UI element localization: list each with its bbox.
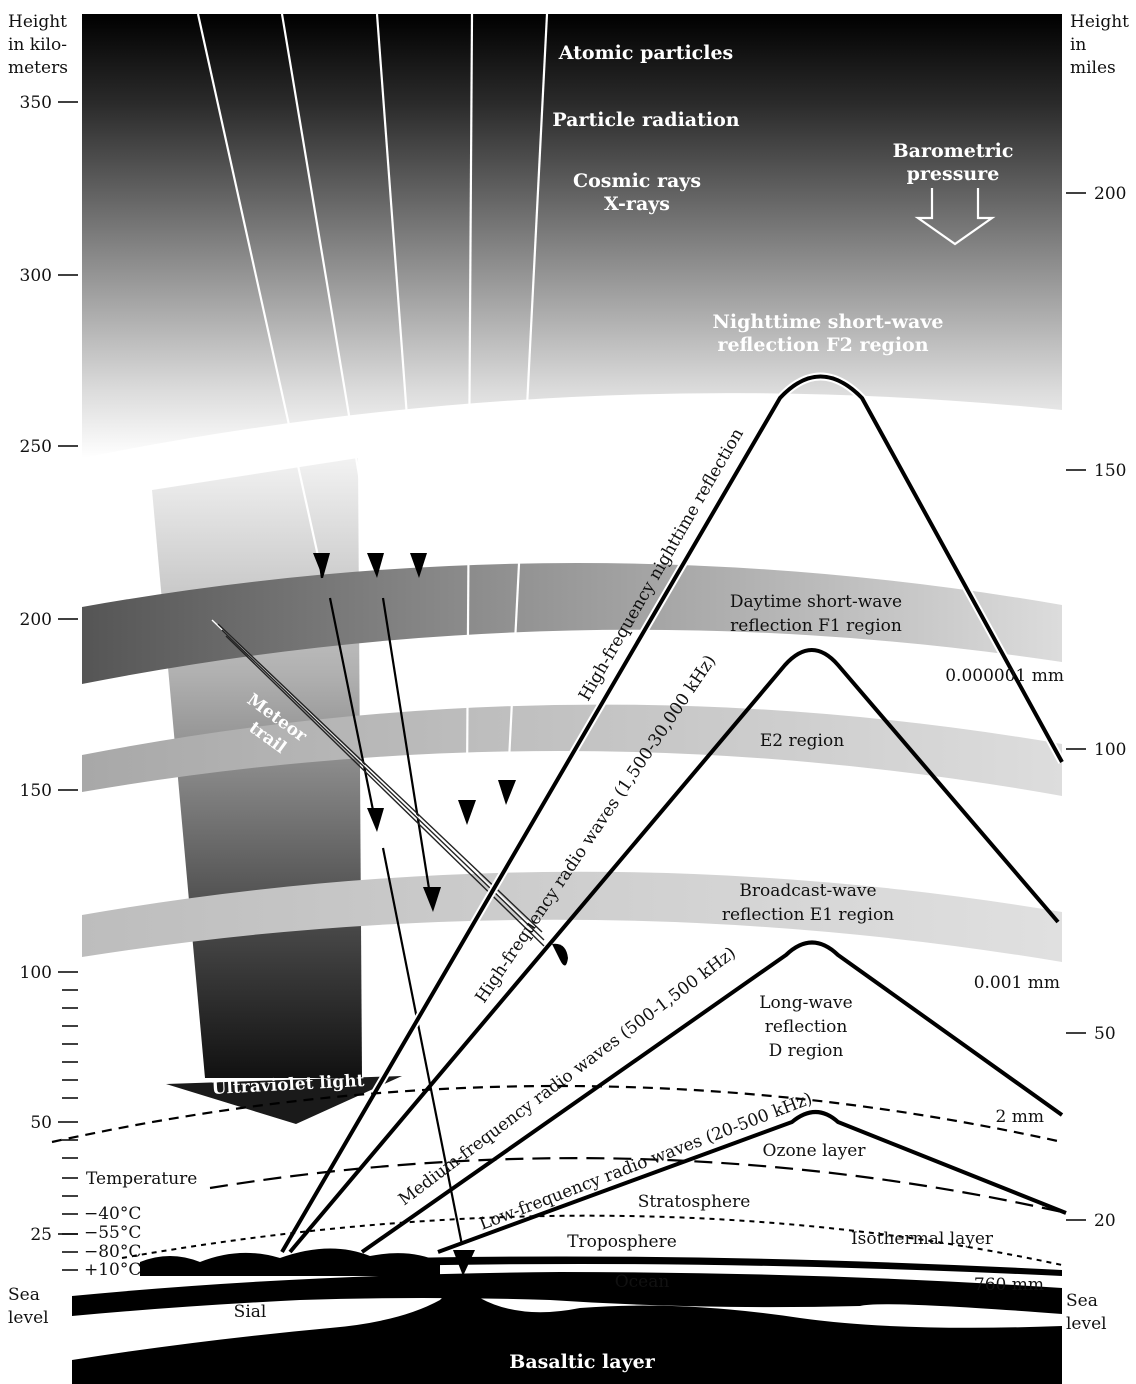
f1-label-1: Daytime short-wave <box>730 592 902 612</box>
sial-label: Sial <box>234 1302 267 1322</box>
f2-label-1: Nighttime short-wave <box>713 311 944 333</box>
right-axis-title-2: in <box>1070 35 1086 55</box>
right-tick-label: 20 <box>1094 1211 1116 1231</box>
d-label-3: D region <box>769 1041 844 1061</box>
stratosphere-label: Stratosphere <box>638 1192 751 1212</box>
right-sea-level-1: Sea <box>1066 1291 1098 1311</box>
isothermal-label: Isothermal layer <box>851 1229 994 1249</box>
left-tick-label: 300 <box>20 266 52 286</box>
ocean-label: Ocean <box>615 1272 670 1292</box>
right-axis-title-1: Height <box>1070 12 1129 32</box>
barometric-arrow-icon <box>914 188 996 246</box>
right-axis-title-3: miles <box>1070 58 1116 78</box>
temp-value-3: −80°C <box>84 1242 141 1262</box>
troposphere-label: Troposphere <box>567 1232 677 1252</box>
temperature-scale: Temperature −40°C −55°C −80°C +10°C <box>62 1169 197 1280</box>
upper-atmosphere-gradient <box>82 14 1062 458</box>
left-axis-title-2: in kilo- <box>8 35 67 55</box>
pressure-label-2: 0.001 mm <box>974 973 1060 993</box>
pressure-label-4: 760 mm <box>974 1275 1044 1295</box>
temp-value-1: −40°C <box>84 1204 141 1224</box>
barometric-label-1: Barometric <box>893 140 1014 162</box>
left-tick-label: 100 <box>20 963 52 983</box>
temp-value-2: −55°C <box>84 1223 141 1243</box>
e1-label-1: Broadcast-wave <box>739 881 876 901</box>
left-sea-level-2: level <box>8 1308 49 1328</box>
right-tick-label: 50 <box>1094 1024 1116 1044</box>
x-rays-label: X-rays <box>604 193 670 215</box>
land-mass <box>140 1248 440 1276</box>
left-axis-ticks: 350 300 250 200 150 100 50 25 <box>20 93 78 1245</box>
left-axis: Height in kilo- meters 350 300 250 200 150 10… <box>8 12 78 1328</box>
basaltic-layer <box>72 1288 1062 1384</box>
temperature-label: Temperature <box>86 1169 197 1189</box>
left-tick-label: 150 <box>20 781 52 801</box>
right-tick-label: 100 <box>1094 740 1126 760</box>
f1-region-band <box>82 562 1062 684</box>
temp-value-4: +10°C <box>84 1260 141 1280</box>
d-label-1: Long-wave <box>759 993 852 1013</box>
ozone-label: Ozone layer <box>763 1141 867 1161</box>
e1-label-2: reflection E1 region <box>722 905 894 925</box>
left-tick-label: 200 <box>20 610 52 630</box>
ground-layers <box>72 1248 1062 1384</box>
boundary-curves <box>51 1084 1063 1266</box>
pressure-label-3: 2 mm <box>996 1107 1044 1127</box>
left-axis-title-3: meters <box>8 58 68 78</box>
left-tick-label: 25 <box>30 1225 52 1245</box>
left-sea-level-1: Sea <box>8 1285 40 1305</box>
left-axis-title-1: Height <box>8 12 67 32</box>
e2-label: E2 region <box>760 731 844 751</box>
isothermal-boundary <box>121 1214 1063 1266</box>
left-axis-minor-ticks <box>62 989 78 1197</box>
right-tick-label: 200 <box>1094 184 1126 204</box>
left-tick-label: 350 <box>20 93 52 113</box>
barometric-label-2: pressure <box>907 163 1000 185</box>
right-sea-level-2: level <box>1066 1314 1107 1334</box>
f1-label-2: reflection F1 region <box>730 616 902 636</box>
right-axis: Height in miles 200 150 100 50 20 Sea level <box>1066 12 1129 1334</box>
crust-top <box>72 1272 1062 1316</box>
ultraviolet-arrowhead <box>166 1076 402 1124</box>
left-tick-label: 50 <box>30 1113 52 1133</box>
right-tick-label: 150 <box>1094 461 1126 481</box>
basaltic-label: Basaltic layer <box>509 1351 655 1373</box>
meteor-icon <box>552 943 568 966</box>
2mm-boundary <box>51 1084 1063 1144</box>
pressure-label-1: 0.000001 mm <box>945 666 1064 686</box>
particle-radiation-label: Particle radiation <box>552 109 739 131</box>
ultraviolet-column: Ultraviolet light <box>152 458 402 1124</box>
d-label-2: reflection <box>765 1017 848 1037</box>
ozone-boundary <box>209 1157 1063 1214</box>
right-axis-ticks: 200 150 100 50 20 <box>1066 184 1126 1231</box>
atomic-particles-label: Atomic particles <box>558 42 734 64</box>
mf-wave-label: Medium-frequency radio waves (500-1,500 … <box>395 943 740 1210</box>
left-tick-label: 250 <box>20 437 52 457</box>
radio-wave-paths <box>278 372 1067 1255</box>
f2-label-2: reflection F2 region <box>717 334 928 356</box>
cosmic-rays-label: Cosmic rays <box>573 170 701 192</box>
